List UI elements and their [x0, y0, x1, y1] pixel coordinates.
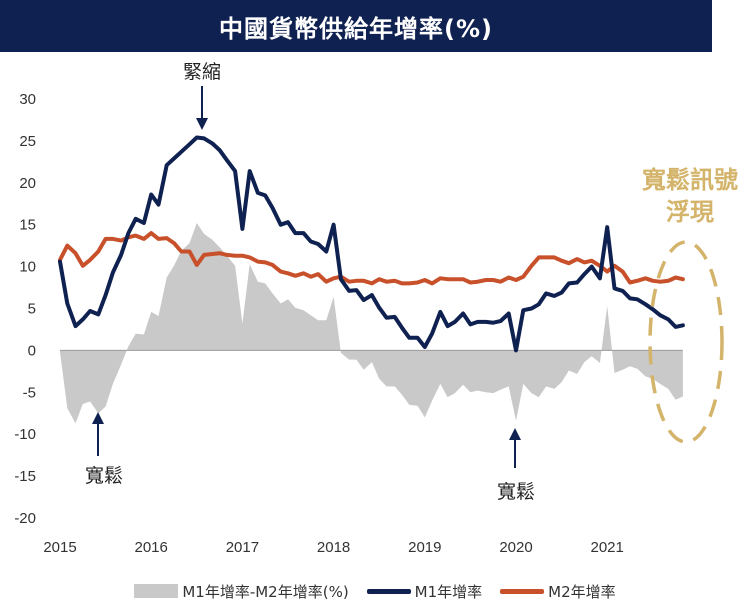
legend-item-m2: M2年增率	[500, 581, 616, 602]
y-tick-label: 0	[28, 342, 36, 359]
m1-series-line	[58, 135, 685, 353]
x-tick-label: 2017	[226, 539, 259, 556]
diff-area	[60, 223, 683, 424]
legend-label-diff: M1年增率-M2年增率(%)	[182, 582, 349, 601]
legend: M1年增率-M2年增率(%) M1年增率 M2年增率	[0, 578, 750, 604]
y-tick-label: -10	[14, 426, 36, 443]
legend-swatch-diff	[134, 584, 179, 598]
arrow-loose-2020-head	[509, 428, 521, 440]
y-tick-label: 30	[19, 91, 36, 108]
y-tick-label: 10	[19, 259, 36, 276]
annotation-tight: 緊縮	[183, 61, 221, 83]
y-tick-label: -15	[14, 468, 36, 485]
y-tick-label: 15	[19, 217, 36, 234]
x-tick-label: 2019	[408, 539, 441, 556]
y-tick-label: 20	[19, 175, 36, 192]
annotation-signal-line2: 浮現	[666, 198, 714, 226]
legend-item-diff: M1年增率-M2年增率(%)	[134, 581, 349, 602]
legend-swatch-m2	[500, 588, 545, 594]
arrow-loose-2015-head	[92, 412, 104, 424]
x-tick-label: 2021	[591, 539, 624, 556]
y-tick-label: -20	[14, 510, 36, 527]
legend-label-m2: M2年增率	[548, 582, 616, 601]
arrow-tight-head	[196, 118, 208, 130]
signal-highlight-ellipse	[648, 240, 724, 444]
legend-swatch-m1	[366, 588, 411, 594]
y-tick-label: 25	[19, 133, 36, 150]
annotation-loose-2015: 寬鬆	[85, 465, 123, 487]
x-tick-label: 2018	[317, 539, 350, 556]
legend-item-m1: M1年增率	[366, 581, 483, 602]
x-tick-label: 2016	[135, 539, 168, 556]
chart-title: 中國貨幣供給年增率(%)	[219, 14, 493, 43]
chart-title-bar: 中國貨幣供給年增率(%)	[0, 0, 712, 52]
legend-label-m1: M1年增率	[414, 582, 483, 601]
m2-series-line	[58, 231, 685, 286]
y-tick-label: 5	[28, 301, 36, 318]
x-tick-label: 2020	[499, 539, 532, 556]
annotation-signal-line1: 寬鬆訊號	[642, 166, 738, 194]
annotation-loose-2020: 寬鬆	[497, 481, 535, 503]
x-tick-label: 2015	[43, 539, 76, 556]
y-tick-label: -5	[23, 384, 36, 401]
